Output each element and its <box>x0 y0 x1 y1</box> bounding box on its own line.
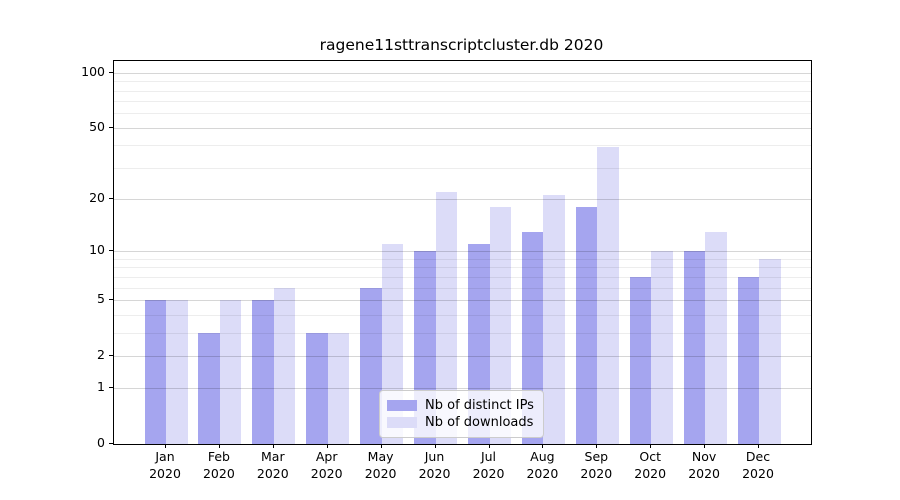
x-tick-mark-jan <box>165 444 166 448</box>
gridline-50 <box>114 127 811 129</box>
bar-downloads-nov <box>705 231 727 444</box>
bar-ips-jan <box>144 299 166 444</box>
legend-label-downloads: Nb of downloads <box>425 415 534 430</box>
y-tick-mark-20 <box>109 198 113 200</box>
bar-downloads-jan <box>166 299 188 444</box>
bar-downloads-jun <box>435 191 457 444</box>
legend-swatch-distinct-ips <box>387 400 417 411</box>
gridline-40 <box>114 145 811 147</box>
x-tick-mark-may <box>380 444 382 448</box>
plot-area <box>113 60 812 445</box>
x-tick-label-jul: Jul 2020 <box>472 449 505 481</box>
x-tick-label-nov: Nov 2020 <box>688 449 720 481</box>
x-tick-mark-aug <box>542 444 544 448</box>
y-tick-mark-100 <box>109 71 113 73</box>
bar-downloads-aug <box>543 195 565 444</box>
y-tick-mark-0 <box>109 443 113 444</box>
bar-downloads-oct <box>651 251 673 444</box>
legend: Nb of distinct IPs Nb of downloads <box>379 390 544 438</box>
x-tick-label-oct: Oct 2020 <box>634 449 667 481</box>
x-tick-mark-sep <box>596 444 598 448</box>
x-tick-mark-jul <box>488 444 490 448</box>
x-tick-label-jan: Jan 2020 <box>149 449 181 481</box>
bar-ips-sep <box>575 207 598 444</box>
y-tick-label-1: 1 <box>97 379 105 395</box>
y-tick-label-50: 50 <box>89 118 105 134</box>
x-tick-mark-feb <box>218 444 220 448</box>
x-tick-mark-apr <box>326 444 328 448</box>
legend-item-distinct-ips: Nb of distinct IPs <box>387 398 534 413</box>
gridline-70 <box>114 101 811 103</box>
bar-downloads-feb <box>219 299 242 444</box>
gridline-30 <box>114 167 811 169</box>
y-tick-label-5: 5 <box>97 290 105 306</box>
y-tick-mark-1 <box>109 387 113 389</box>
y-tick-label-20: 20 <box>89 190 105 206</box>
bar-ips-mar <box>252 299 274 444</box>
y-tick-label-100: 100 <box>81 63 105 79</box>
x-tick-mark-mar <box>272 444 274 448</box>
bar-ips-nov <box>683 251 706 444</box>
bar-ips-apr <box>306 332 328 444</box>
x-tick-label-may: May 2020 <box>364 449 397 481</box>
x-tick-mark-oct <box>650 444 652 448</box>
gridline-90 <box>114 81 811 83</box>
y-tick-mark-2 <box>109 354 113 356</box>
bar-downloads-sep <box>597 147 619 444</box>
bar-downloads-apr <box>327 332 350 444</box>
x-tick-label-feb: Feb 2020 <box>202 449 235 481</box>
gridline-60 <box>114 113 811 115</box>
bar-ips-oct <box>629 276 652 444</box>
gridline-80 <box>114 90 811 92</box>
bar-ips-dec <box>737 276 759 444</box>
x-tick-label-aug: Aug 2020 <box>526 449 559 481</box>
bar-ips-feb <box>198 332 220 444</box>
y-tick-label-10: 10 <box>89 242 105 258</box>
x-tick-label-apr: Apr 2020 <box>310 449 343 481</box>
x-tick-label-jun: Jun 2020 <box>418 449 451 481</box>
legend-swatch-downloads <box>387 417 417 428</box>
legend-label-distinct-ips: Nb of distinct IPs <box>425 398 534 413</box>
x-tick-label-dec: Dec 2020 <box>742 449 774 481</box>
bar-downloads-jul <box>489 207 511 444</box>
x-tick-mark-jun <box>434 444 436 448</box>
y-tick-label-0: 0 <box>97 435 105 450</box>
x-tick-mark-dec <box>758 444 759 448</box>
bar-downloads-dec <box>759 258 781 444</box>
y-tick-label-2: 2 <box>97 346 105 362</box>
chart-title: ragene11sttranscriptcluster.db 2020 <box>319 36 604 54</box>
x-tick-label-mar: Mar 2020 <box>256 449 289 481</box>
gridline-20 <box>114 199 811 201</box>
x-tick-mark-nov <box>704 444 706 448</box>
legend-item-downloads: Nb of downloads <box>387 415 534 430</box>
x-tick-label-sep: Sep 2020 <box>580 449 613 481</box>
gridline-100 <box>114 72 811 74</box>
y-tick-mark-5 <box>109 298 113 300</box>
y-tick-mark-10 <box>109 250 113 252</box>
y-tick-mark-50 <box>109 126 113 128</box>
bar-downloads-mar <box>273 287 296 444</box>
bar-ips-may <box>360 287 382 444</box>
